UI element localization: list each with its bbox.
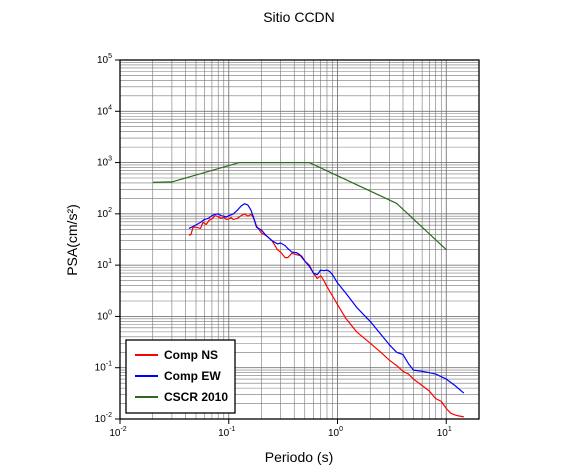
x-axis-label: Periodo (s) <box>265 449 333 465</box>
series-line-comp-ew <box>188 203 465 394</box>
y-axis-label: PSA(cm/s²) <box>64 204 80 276</box>
y-tick-label: 101 <box>97 258 112 271</box>
axis-ticks: 10-2 10-1 100 101 10-2 10-1 100 101 102 103 104 105 <box>95 53 452 439</box>
y-tick-label: 105 <box>97 53 112 66</box>
legend-label-cscr-2010: CSCR 2010 <box>164 390 228 404</box>
legend-items: Comp NS Comp EW CSCR 2010 <box>135 348 228 404</box>
x-tick-label: 101 <box>437 426 452 439</box>
series-line-comp-ns <box>188 213 464 418</box>
y-tick-label: 10-2 <box>95 412 112 425</box>
y-tick-label: 103 <box>97 156 112 169</box>
legend: Comp NS Comp EW CSCR 2010 <box>125 339 236 414</box>
y-tick-label: 104 <box>97 104 112 117</box>
x-tick-label: 100 <box>328 426 343 439</box>
x-tick-label: 10-2 <box>109 426 126 439</box>
plot-frame <box>119 59 480 420</box>
legend-label-comp-ew: Comp EW <box>164 369 221 383</box>
y-tick-label: 10-1 <box>95 361 112 374</box>
x-tick-label: 10-1 <box>218 426 235 439</box>
legend-label-comp-ns: Comp NS <box>164 348 218 362</box>
series-lines <box>152 162 465 418</box>
y-tick-label: 100 <box>97 309 112 322</box>
chart-title: Sitio CCDN <box>263 9 335 25</box>
y-tick-label: 102 <box>97 207 112 220</box>
series-line-cscr-2010 <box>152 162 447 251</box>
